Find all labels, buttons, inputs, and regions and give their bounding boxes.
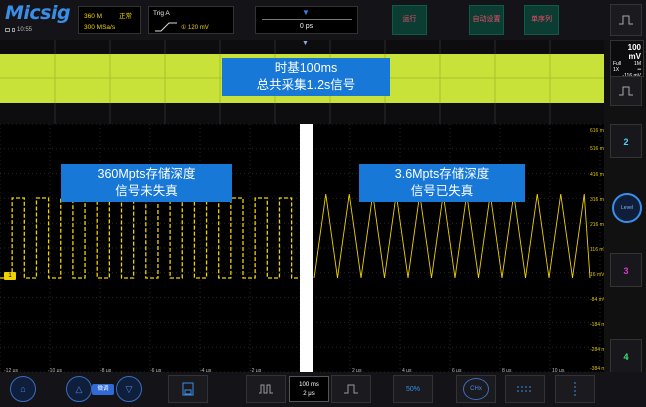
channel2-button[interactable]: 2 — [610, 124, 642, 158]
ch1-bandwidth: Full — [613, 61, 622, 67]
battery-icon — [12, 28, 15, 32]
ch1-probe: 1X — [613, 67, 620, 73]
pulse-icon — [619, 15, 633, 25]
save-icon — [182, 382, 194, 396]
clock-time: 10:55 — [17, 27, 33, 33]
x-axis-label: 2 μs — [352, 368, 362, 374]
timebase-main: 100 ms — [299, 382, 319, 388]
timebase-display[interactable]: 100 ms 2 μs — [289, 376, 329, 402]
y-axis-label: 316 mV — [590, 197, 608, 203]
y-axis-label: 116 mV — [590, 247, 607, 253]
timebase-annotation-line2: 总共采集1.2s信号 — [256, 78, 356, 92]
more-icon — [574, 382, 576, 396]
timebase-zoom: 2 μs — [303, 391, 315, 397]
trigger-level: ① 120 mV — [181, 25, 209, 31]
home-icon: ⌂ — [20, 384, 26, 394]
x-axis-label: 6 μs — [452, 368, 462, 374]
run-button[interactable]: 运行 — [392, 5, 427, 35]
comparison-divider — [300, 124, 313, 372]
up-arrow-icon: △ — [75, 383, 83, 394]
left-annotation-line1: 360Mpts存储深度 — [97, 167, 196, 181]
y-axis-label: 616 mV — [590, 128, 608, 134]
y-axis-label: -84 mV — [590, 297, 607, 303]
fine-up-button[interactable]: △ — [66, 376, 92, 402]
x-axis-label: 10 μs — [552, 368, 565, 374]
y-axis-label: -184 mV — [590, 322, 609, 328]
ch1-scale: 100 mV — [627, 43, 641, 61]
fine-down-button[interactable]: ▽ — [116, 376, 142, 402]
timebase-annotation: 时基100ms 总共采集1.2s信号 — [222, 58, 390, 96]
x-axis-label: -10 μs — [48, 368, 62, 374]
y-axis-label: 216 mV — [590, 222, 608, 228]
trigger-info[interactable]: Trig A ① 120 mV — [148, 6, 234, 34]
top-bar: Micsig 10:55 360 M 正常 300 MSa/s Trig A ①… — [0, 0, 646, 40]
home-button[interactable]: ⌂ — [10, 376, 36, 402]
channel1-ground-marker[interactable]: 1 — [4, 272, 16, 280]
channel3-button[interactable]: 3 — [610, 253, 642, 287]
x-axis-label: 8 μs — [502, 368, 512, 374]
position-value: 0 ps — [299, 23, 314, 30]
screen-icon — [5, 28, 10, 32]
brand-logo: Micsig — [5, 2, 71, 24]
y-axis-label: 16 mV — [590, 272, 605, 278]
auto-set-button[interactable]: 自动设置 — [469, 5, 504, 35]
trigger-position-marker-icon: ▼ — [302, 8, 310, 17]
cursor-button[interactable] — [505, 375, 545, 403]
pulse-icon — [344, 384, 358, 394]
horizontal-position[interactable]: ▼ 0 ps — [255, 6, 358, 34]
right-annotation: 3.6Mpts存储深度 信号已失真 — [359, 164, 525, 202]
x-axis-label: -2 μs — [250, 368, 262, 374]
left-annotation: 360Mpts存储深度 信号未失真 — [61, 164, 232, 202]
sample-rate: 300 MSa/s — [84, 24, 116, 31]
x-axis-label: -4 μs — [200, 368, 212, 374]
y-axis-label: -384 mV — [590, 366, 609, 372]
single-sequence-button[interactable]: 单序列 — [524, 5, 559, 35]
left-annotation-line2: 信号未失真 — [115, 184, 178, 198]
rising-edge-icon — [155, 22, 177, 32]
x-axis-label: -6 μs — [150, 368, 162, 374]
pulse-icon — [619, 86, 633, 96]
triangle-wave-trace — [313, 193, 591, 279]
acquisition-mode: 正常 — [119, 13, 132, 20]
pulse-right-button[interactable] — [331, 375, 371, 403]
pulse-side-button[interactable] — [610, 76, 642, 106]
down-arrow-icon: ▽ — [125, 383, 133, 394]
square-wave-trace — [0, 197, 298, 279]
y-axis-label: 516 mV — [590, 146, 608, 152]
y-axis-label: 416 mV — [590, 172, 608, 178]
more-button[interactable] — [555, 375, 595, 403]
timebase-annotation-line1: 时基100ms — [274, 61, 338, 75]
x-axis-label: -8 μs — [100, 368, 112, 374]
pulse-menu-button[interactable] — [610, 4, 642, 36]
status-clock: 10:55 — [5, 27, 32, 33]
position-track — [262, 19, 352, 20]
ch1-impedance: 1M — [634, 61, 641, 67]
x-axis-label: -12 μs — [4, 368, 18, 374]
right-annotation-line2: 信号已失真 — [410, 184, 474, 198]
level-knob[interactable]: Level — [612, 193, 642, 223]
channel-select-button[interactable]: CHx — [456, 375, 496, 403]
fifty-percent-button[interactable]: 50% — [393, 375, 433, 403]
memory-depth: 360 M — [84, 13, 103, 20]
y-axis-label: -284 mV — [590, 347, 609, 353]
chx-label: CHx — [463, 378, 489, 400]
cursor-icon — [517, 386, 533, 392]
channel4-button[interactable]: 4 — [610, 339, 642, 373]
x-axis-label: 4 μs — [402, 368, 412, 374]
fine-adjust-label[interactable]: 微调 — [92, 384, 114, 395]
right-annotation-line1: 3.6Mpts存储深度 — [394, 167, 490, 181]
ch1-coupling: ═ — [637, 67, 641, 73]
waveform-display[interactable] — [0, 124, 604, 372]
pulse-icon — [259, 384, 273, 394]
acquisition-info[interactable]: 360 M 正常 300 MSa/s — [78, 6, 141, 34]
pulse-left-button[interactable] — [246, 375, 286, 403]
overview-position-marker-icon: ▼ — [302, 40, 309, 47]
save-button[interactable] — [168, 375, 208, 403]
trigger-title: Trig A — [153, 10, 170, 17]
